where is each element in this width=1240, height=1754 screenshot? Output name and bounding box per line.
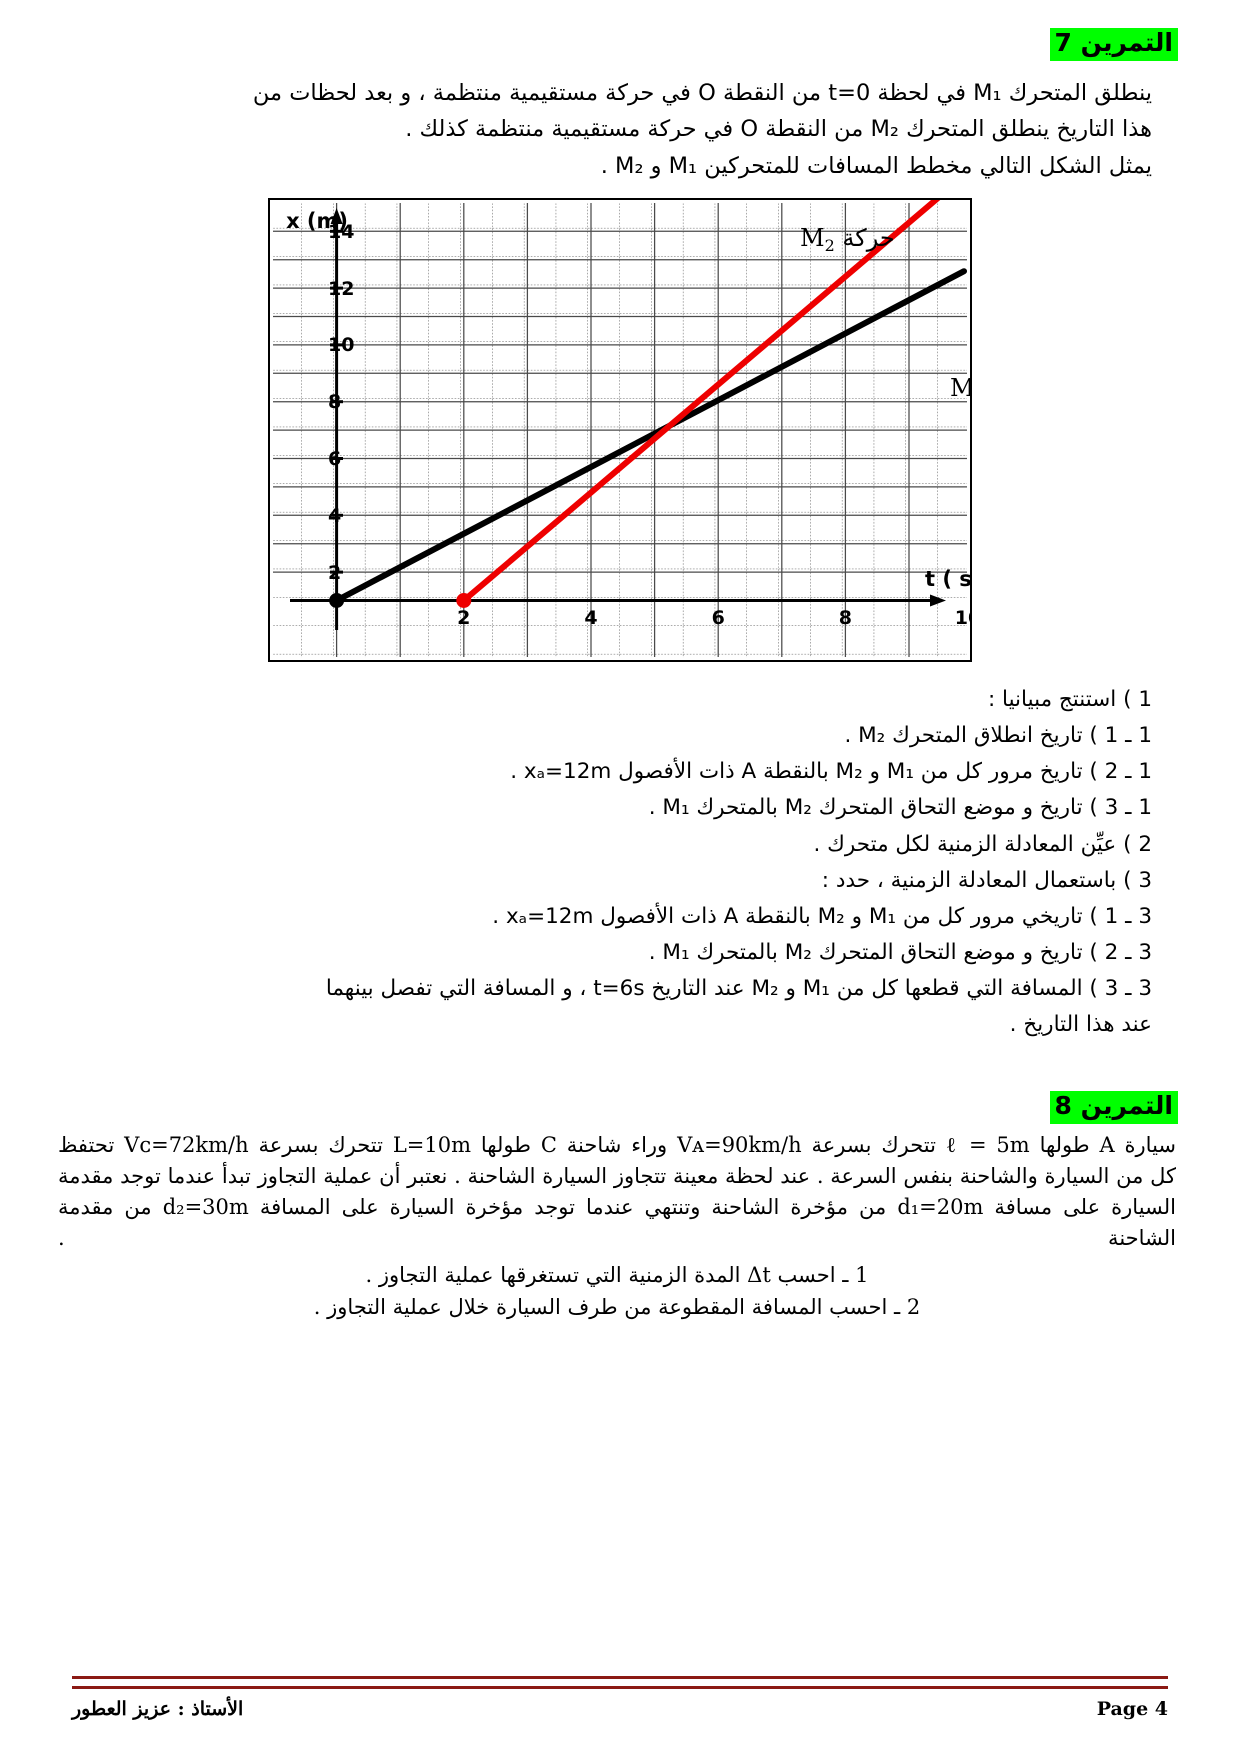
y-tick-marks [330, 229, 343, 574]
series-label-m1: حركة M1 [950, 374, 970, 405]
question-3-1: 3 ـ 1 ) تاريخي مرور كل من M₁ و M₂ بالنقط… [492, 903, 1152, 929]
footer-teacher-name: الأستاذ : عزيز العطور [72, 1698, 244, 1720]
exercise8-question-1: 1 ـ احسب Δt المدة الزمنية التي تستغرقها … [365, 1263, 869, 1288]
chart-major-hgrid [273, 230, 967, 573]
exercise8-heading: التمرين 8 [1049, 1091, 1178, 1124]
question-1-3: 1 ـ 3 ) تاريخ و موضع التحاق المتحرك M₂ ب… [648, 795, 1152, 821]
x-tick-10: 10 [955, 607, 970, 629]
chart-axes [290, 208, 946, 631]
distance-time-chart: 2 4 6 8 10 12 14 [0, 198, 1240, 663]
exercise7-intro-line-3: يمثل الشكل التالي مخطط المسافات للمتحركي… [600, 152, 1152, 179]
footer-page-number: Page 4 [1096, 1698, 1168, 1720]
y-axis-arrow [330, 208, 343, 225]
exercise8-body-line-3: السيارة على مسافة d₁=20m من مؤخرة الشاحن… [58, 1195, 1176, 1251]
x-tick-8: 8 [839, 607, 852, 629]
question-1-1: 1 ـ 1 ) تاريخ انطلاق المتحرك M₂ . [844, 723, 1152, 749]
footer-divider [72, 1676, 1168, 1689]
exercise8-questions: 1 ـ احسب Δt المدة الزمنية التي تستغرقها … [0, 1260, 1240, 1323]
series-label-m2: حركة M2 [800, 224, 895, 255]
question-2: 2 ) عيِّن المعادلة الزمنية لكل متحرك . [813, 831, 1152, 857]
series-line-m1 [333, 268, 967, 604]
question-3-2: 3 ـ 2 ) تاريخ و موضع التحاق المتحرك M₂ ب… [648, 939, 1152, 965]
question-3-3-cont: عند هذا التاريخ . [1009, 1012, 1152, 1038]
series-line-m2 [460, 200, 941, 604]
exercise7-intro-line-1: ينطلق المتحرك M₁ في لحظة t=0 من النقطة O… [252, 79, 1152, 106]
x-axis-arrow [930, 594, 946, 607]
question-1-2: 1 ـ 2 ) تاريخ مرور كل من M₁ و M₂ بالنقطة… [510, 759, 1152, 785]
exercise8-body-line-1: سيارة A طولها ℓ = 5m تتحرك بسرعة Vᴀ=90km… [58, 1132, 1176, 1157]
question-3: 3 ) باستعمال المعادلة الزمنية ، حدد : [821, 867, 1152, 893]
exercise7-intro-line-2: هذا التاريخ ينطلق المتحرك M₂ من النقطة O… [405, 116, 1152, 143]
x-tick-4: 4 [584, 607, 597, 629]
y-axis-title: x (m) [286, 209, 348, 233]
question-1: 1 ) استنتج مبيانيا : [987, 687, 1152, 713]
exercise8-question-2: 2 ـ احسب المسافة المقطوعة من طرف السيارة… [313, 1294, 921, 1319]
exercise8-body-line-2: كل من السيارة والشاحنة بنفس السرعة . عند… [58, 1163, 1176, 1188]
series-marker-m1-start [329, 593, 345, 609]
chart-frame: 2 4 6 8 10 12 14 [268, 198, 972, 663]
x-tick-6: 6 [712, 607, 725, 629]
x-tick-2: 2 [457, 607, 470, 629]
exercise8-body: سيارة A طولها ℓ = 5m تتحرك بسرعة Vᴀ=90km… [0, 1130, 1240, 1254]
exercise7-heading-row: التمرين 7 [0, 28, 1240, 61]
page-footer: الأستاذ : عزيز العطور Page 4 [0, 1676, 1240, 1720]
x-tick-labels: 2 4 6 8 10 [457, 607, 970, 629]
question-3-3: 3 ـ 3 ) المسافة التي قطعها كل من M₁ و M₂… [325, 975, 1152, 1001]
exercise8-heading-row: التمرين 8 [0, 1091, 1240, 1124]
exercise7-questions: 1 ) استنتج مبيانيا : 1 ـ 1 ) تاريخ انطلا… [0, 682, 1240, 1043]
x-axis-title: t ( s ) [925, 567, 970, 591]
series-marker-m2-start [456, 593, 472, 609]
exercise7-intro: ينطلق المتحرك M₁ في لحظة t=0 من النقطة O… [0, 75, 1240, 184]
exercise7-heading: التمرين 7 [1049, 28, 1178, 61]
chart-svg: 2 4 6 8 10 12 14 [270, 200, 970, 661]
